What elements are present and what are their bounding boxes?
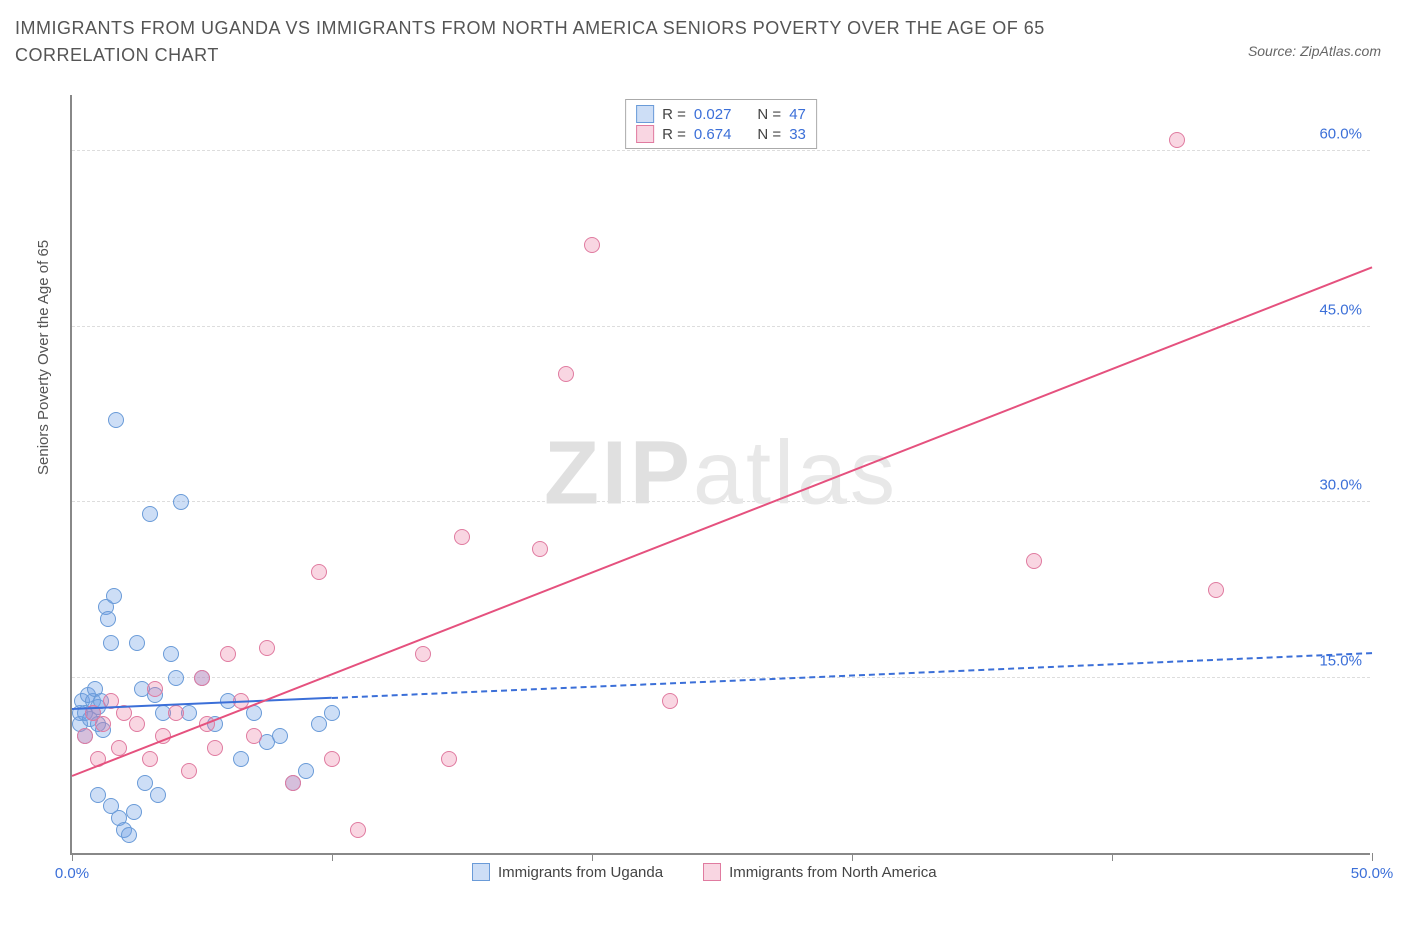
data-point <box>77 728 93 744</box>
data-point <box>324 705 340 721</box>
data-point <box>173 494 189 510</box>
y-tick-label: 60.0% <box>1319 126 1362 143</box>
data-point <box>558 366 574 382</box>
legend-swatch <box>636 125 654 143</box>
x-tick <box>592 853 593 861</box>
stats-row: R = 0.027 N = 47 <box>636 104 806 124</box>
gridline <box>72 501 1370 502</box>
legend-swatch <box>703 863 721 881</box>
legend-label: Immigrants from North America <box>729 864 937 881</box>
data-point <box>147 681 163 697</box>
data-point <box>129 716 145 732</box>
x-tick <box>72 853 73 861</box>
plot-area: ZIPatlas R =0.027N =47R =0.674N =33 Immi… <box>70 95 1370 855</box>
data-point <box>129 635 145 651</box>
stat-r-label: R = <box>662 126 686 143</box>
data-point <box>100 611 116 627</box>
legend-item: Immigrants from Uganda <box>472 863 663 881</box>
legend-swatch <box>472 863 490 881</box>
data-point <box>168 705 184 721</box>
data-point <box>441 751 457 767</box>
data-point <box>415 646 431 662</box>
data-point <box>454 529 470 545</box>
data-point <box>584 237 600 253</box>
series-legend: Immigrants from Uganda Immigrants from No… <box>472 863 937 881</box>
stat-r-label: R = <box>662 106 686 123</box>
data-point <box>150 787 166 803</box>
stat-n-value: 47 <box>789 106 806 123</box>
data-point <box>1169 132 1185 148</box>
source-label: Source: ZipAtlas.com <box>1248 43 1381 59</box>
data-point <box>168 670 184 686</box>
data-point <box>311 716 327 732</box>
stat-r-value: 0.027 <box>694 106 732 123</box>
y-tick-label: 30.0% <box>1319 477 1362 494</box>
x-tick-label: 0.0% <box>55 865 89 882</box>
x-tick <box>332 853 333 861</box>
data-point <box>181 763 197 779</box>
gridline <box>72 326 1370 327</box>
data-point <box>350 822 366 838</box>
stat-n-value: 33 <box>789 126 806 143</box>
x-tick <box>852 853 853 861</box>
data-point <box>142 506 158 522</box>
data-point <box>90 787 106 803</box>
data-point <box>311 564 327 580</box>
data-point <box>662 693 678 709</box>
y-axis-title: Seniors Poverty Over the Age of 65 <box>35 240 52 475</box>
stat-r-value: 0.674 <box>694 126 732 143</box>
data-point <box>259 640 275 656</box>
chart-title: IMMIGRANTS FROM UGANDA VS IMMIGRANTS FRO… <box>15 15 1115 69</box>
data-point <box>142 751 158 767</box>
stats-legend: R = 0.027 N = 47 R = 0.674 N = 33 <box>625 99 817 149</box>
data-point <box>272 728 288 744</box>
data-point <box>103 635 119 651</box>
data-point <box>324 751 340 767</box>
data-point <box>126 804 142 820</box>
legend-item: Immigrants from North America <box>703 863 937 881</box>
data-point <box>108 412 124 428</box>
data-point <box>220 646 236 662</box>
stat-n-label: N = <box>757 106 781 123</box>
data-point <box>285 775 301 791</box>
data-point <box>532 541 548 557</box>
data-point <box>194 670 210 686</box>
stats-row: R = 0.674 N = 33 <box>636 124 806 144</box>
data-point <box>233 751 249 767</box>
data-point <box>106 588 122 604</box>
data-point <box>298 763 314 779</box>
data-point <box>121 827 137 843</box>
x-tick-label: 50.0% <box>1351 865 1394 882</box>
trend-line <box>72 266 1373 776</box>
data-point <box>137 775 153 791</box>
data-point <box>95 716 111 732</box>
data-point <box>1026 553 1042 569</box>
y-tick-label: 45.0% <box>1319 301 1362 318</box>
gridline <box>72 677 1370 678</box>
chart-container: IMMIGRANTS FROM UGANDA VS IMMIGRANTS FRO… <box>15 15 1391 915</box>
x-tick <box>1112 853 1113 861</box>
legend-swatch <box>636 105 654 123</box>
data-point <box>1208 582 1224 598</box>
stat-n-label: N = <box>757 126 781 143</box>
x-tick <box>1372 853 1373 861</box>
data-point <box>103 798 119 814</box>
gridline <box>72 150 1370 151</box>
data-point <box>207 740 223 756</box>
data-point <box>163 646 179 662</box>
data-point <box>246 728 262 744</box>
legend-label: Immigrants from Uganda <box>498 864 663 881</box>
